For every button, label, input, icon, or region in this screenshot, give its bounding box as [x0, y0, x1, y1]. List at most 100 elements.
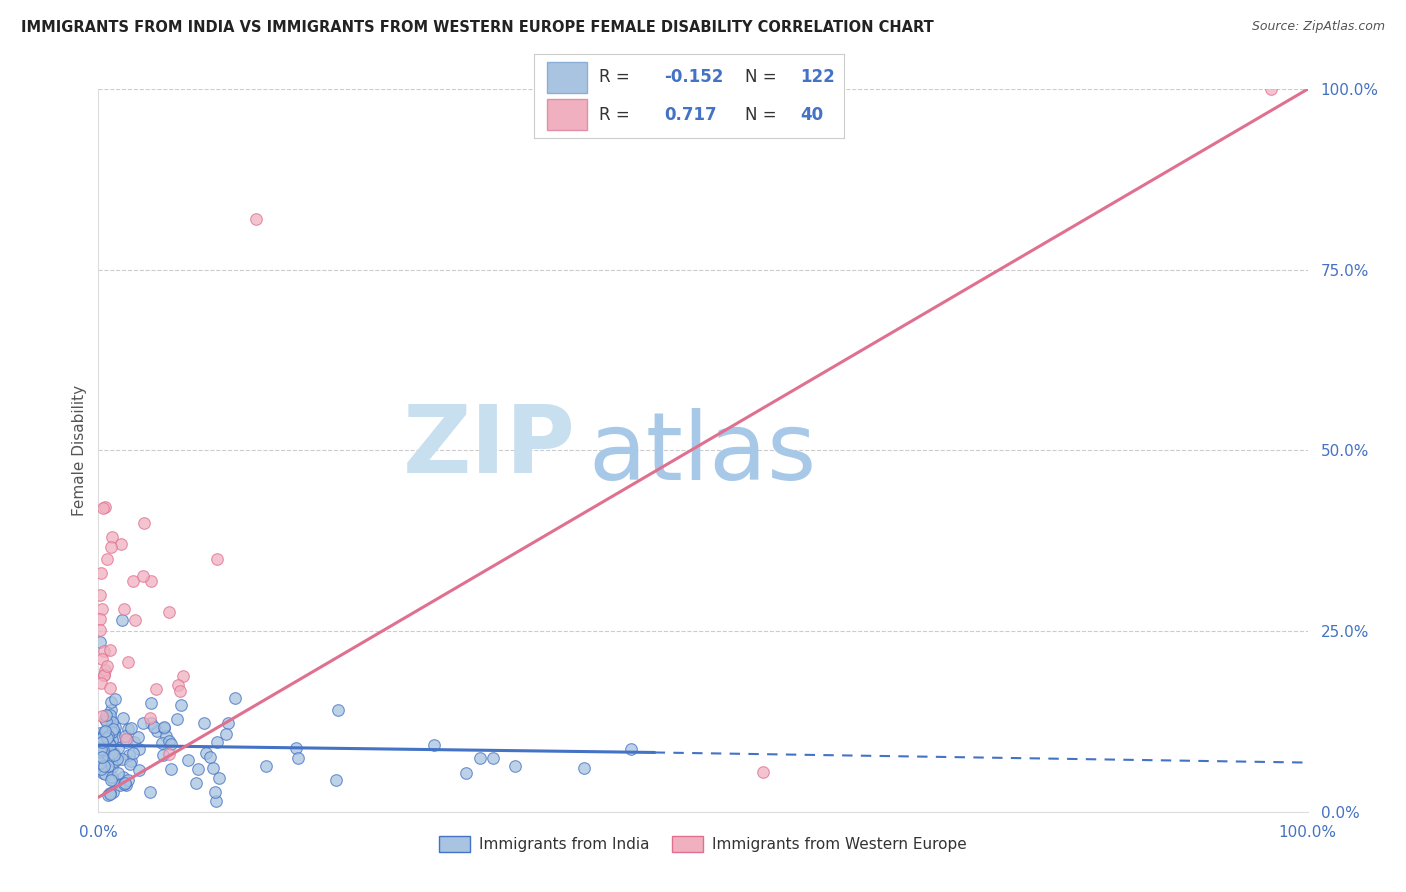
- Point: [139, 785, 162, 799]
- Point: [98, 642, 121, 657]
- Point: [100, 703, 122, 717]
- Point: [117, 772, 139, 787]
- Point: [93, 726, 115, 740]
- Point: [325, 773, 347, 788]
- Point: [93, 668, 115, 682]
- Point: [128, 742, 150, 756]
- Point: [184, 775, 207, 789]
- Point: [96, 707, 118, 722]
- Point: [117, 656, 139, 670]
- Point: [157, 605, 180, 619]
- Point: [572, 761, 595, 775]
- Point: [97, 736, 120, 750]
- Point: [127, 730, 149, 744]
- Point: [101, 724, 124, 739]
- Point: [139, 715, 162, 730]
- Point: [91, 743, 114, 757]
- Point: [124, 613, 146, 627]
- Point: [91, 708, 114, 723]
- Point: [245, 212, 267, 227]
- Text: -0.152: -0.152: [664, 69, 724, 87]
- Point: [177, 753, 200, 767]
- Point: [132, 716, 155, 731]
- Point: [157, 747, 180, 761]
- Point: [101, 746, 124, 760]
- Point: [104, 691, 127, 706]
- Point: [94, 712, 117, 726]
- Point: [166, 712, 188, 726]
- Point: [752, 764, 775, 779]
- Point: [96, 551, 118, 566]
- FancyBboxPatch shape: [547, 99, 586, 130]
- Point: [169, 684, 191, 698]
- Point: [101, 785, 124, 799]
- Text: IMMIGRANTS FROM INDIA VS IMMIGRANTS FROM WESTERN EUROPE FEMALE DISABILITY CORREL: IMMIGRANTS FROM INDIA VS IMMIGRANTS FROM…: [21, 20, 934, 35]
- Point: [132, 516, 155, 530]
- Point: [98, 739, 121, 753]
- Point: [103, 720, 125, 734]
- Point: [89, 749, 111, 764]
- Point: [328, 703, 350, 717]
- Point: [97, 738, 120, 752]
- Point: [468, 751, 491, 765]
- Point: [620, 742, 643, 756]
- Point: [93, 644, 115, 658]
- Point: [170, 698, 193, 712]
- Point: [217, 715, 239, 730]
- Point: [93, 759, 115, 773]
- Point: [120, 754, 142, 768]
- Text: 122: 122: [800, 69, 835, 87]
- Point: [172, 668, 194, 682]
- Point: [157, 734, 180, 748]
- Point: [104, 730, 127, 744]
- Point: [96, 726, 118, 740]
- Point: [155, 729, 177, 743]
- Point: [91, 602, 114, 616]
- Point: [91, 501, 114, 516]
- Point: [150, 736, 173, 750]
- Point: [121, 574, 143, 588]
- Point: [103, 755, 125, 769]
- Point: [103, 746, 125, 760]
- Point: [482, 751, 505, 765]
- Point: [112, 777, 135, 791]
- Point: [103, 724, 125, 739]
- Point: [110, 778, 132, 792]
- Point: [89, 762, 111, 776]
- Point: [89, 612, 111, 626]
- Point: [208, 772, 231, 786]
- Point: [94, 663, 117, 677]
- Point: [215, 727, 238, 741]
- Point: [128, 764, 150, 778]
- Point: [114, 775, 136, 789]
- Point: [107, 766, 129, 780]
- Point: [89, 726, 111, 740]
- Legend: Immigrants from India, Immigrants from Western Europe: Immigrants from India, Immigrants from W…: [433, 830, 973, 858]
- Point: [90, 566, 112, 581]
- Point: [112, 602, 135, 616]
- Point: [224, 690, 246, 705]
- Point: [89, 623, 111, 637]
- Point: [193, 716, 215, 731]
- Point: [143, 720, 166, 734]
- Point: [98, 787, 121, 801]
- Point: [205, 551, 228, 566]
- Point: [120, 757, 142, 772]
- Point: [187, 762, 209, 776]
- Point: [89, 735, 111, 749]
- Point: [100, 760, 122, 774]
- Point: [287, 751, 309, 765]
- Point: [94, 755, 117, 769]
- Point: [423, 738, 446, 752]
- Point: [159, 737, 181, 751]
- Point: [96, 714, 118, 729]
- Point: [112, 770, 135, 784]
- Point: [101, 722, 124, 736]
- Point: [204, 785, 226, 799]
- Point: [139, 574, 162, 588]
- Point: [115, 731, 138, 746]
- Point: [93, 667, 115, 681]
- Point: [94, 500, 117, 515]
- Point: [93, 748, 115, 763]
- Point: [111, 613, 134, 627]
